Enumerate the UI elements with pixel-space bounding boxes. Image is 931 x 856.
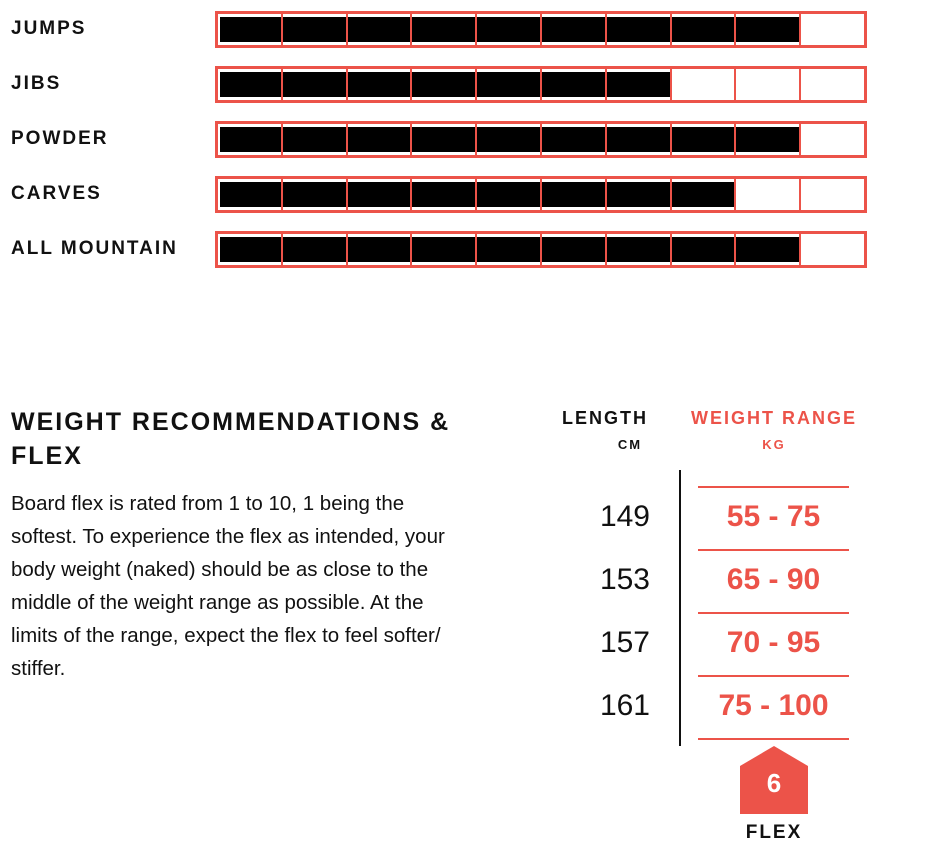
rating-label: JIBS [11,73,62,94]
rating-bar [215,121,867,158]
rating-segment-filled [736,14,802,45]
rating-segment-filled [606,124,672,155]
rating-segment-filled [282,124,348,155]
rating-segment-filled [606,234,672,265]
rating-segment-filled [347,14,413,45]
weight-range-value: 70 - 95 [726,626,821,659]
rating-bar [215,66,867,103]
weight-unit: KG [762,437,786,452]
rating-segment-filled [736,234,802,265]
rating-segment-filled [282,234,348,265]
rating-segment-filled [606,14,672,45]
rating-segment-filled [347,69,413,100]
rating-segment-filled [412,124,478,155]
rating-segment-filled [477,14,542,45]
rating-segment-filled [541,69,607,100]
rating-segment-filled [412,179,478,210]
rating-label: POWDER [11,128,109,149]
length-value: 157 [599,626,650,659]
rating-segment-filled [606,179,672,210]
rating-segment-filled [477,124,542,155]
length-unit: CM [617,437,643,452]
rating-segment-empty [672,69,737,100]
rating-segment-filled [218,124,283,155]
rating-segment-filled [671,234,737,265]
rating-segment-filled [736,124,802,155]
weight-range-value: 75 - 100 [718,689,829,722]
row-divider [698,675,849,677]
flex-description: Board flex is rated from 1 to 10, 1 bein… [11,492,445,680]
length-value: 153 [599,563,650,596]
column-divider [679,470,681,746]
rating-segment-empty [801,124,864,155]
weight-range-header: WEIGHT RANGE [691,408,857,428]
rating-segment-filled [218,234,283,265]
rating-segment-empty [801,69,864,100]
rating-label: CARVES [11,183,102,204]
rating-segment-filled [412,69,478,100]
rating-segment-filled [606,69,672,100]
rating-segment-filled [218,14,283,45]
rating-bar [215,231,867,268]
rating-segment-filled [282,14,348,45]
rating-segment-filled [282,179,348,210]
rating-bar [215,11,867,48]
rating-segment-empty [801,234,864,265]
rating-label: JUMPS [11,18,87,39]
flex-label: FLEX [745,822,803,843]
rating-label: ALL MOUNTAIN [11,238,178,259]
rating-segment-filled [477,234,542,265]
length-value: 161 [599,689,650,722]
length-header: LENGTH [562,408,648,428]
rating-segment-filled [477,69,542,100]
row-divider [698,549,849,551]
rating-segment-filled [282,69,348,100]
rating-segment-filled [218,179,283,210]
rating-segment-filled [218,69,283,100]
rating-segment-empty [801,14,864,45]
rating-segment-filled [671,179,737,210]
rating-segment-filled [541,179,607,210]
rating-segment-filled [347,124,413,155]
weight-range-value: 55 - 75 [726,500,821,533]
length-value: 149 [599,500,650,533]
rating-segment-empty [736,69,802,100]
rating-segment-filled [541,124,607,155]
rating-segment-filled [347,234,413,265]
flex-badge-icon [740,746,808,814]
rating-segment-filled [671,14,737,45]
row-divider [698,738,849,740]
rating-segment-empty [736,179,802,210]
rating-segment-filled [412,14,478,45]
rating-segment-filled [671,124,737,155]
row-divider [698,486,849,488]
rating-segment-filled [541,14,607,45]
section-title: WEIGHT RECOMMENDATIONS & FLEX [11,408,451,470]
rating-segment-empty [801,179,864,210]
rating-bar [215,176,867,213]
rating-segment-filled [541,234,607,265]
weight-range-value: 65 - 90 [726,563,821,596]
rating-segment-filled [412,234,478,265]
flex-value: 6 [766,768,782,798]
row-divider [698,612,849,614]
rating-segment-filled [347,179,413,210]
rating-segment-filled [477,179,542,210]
